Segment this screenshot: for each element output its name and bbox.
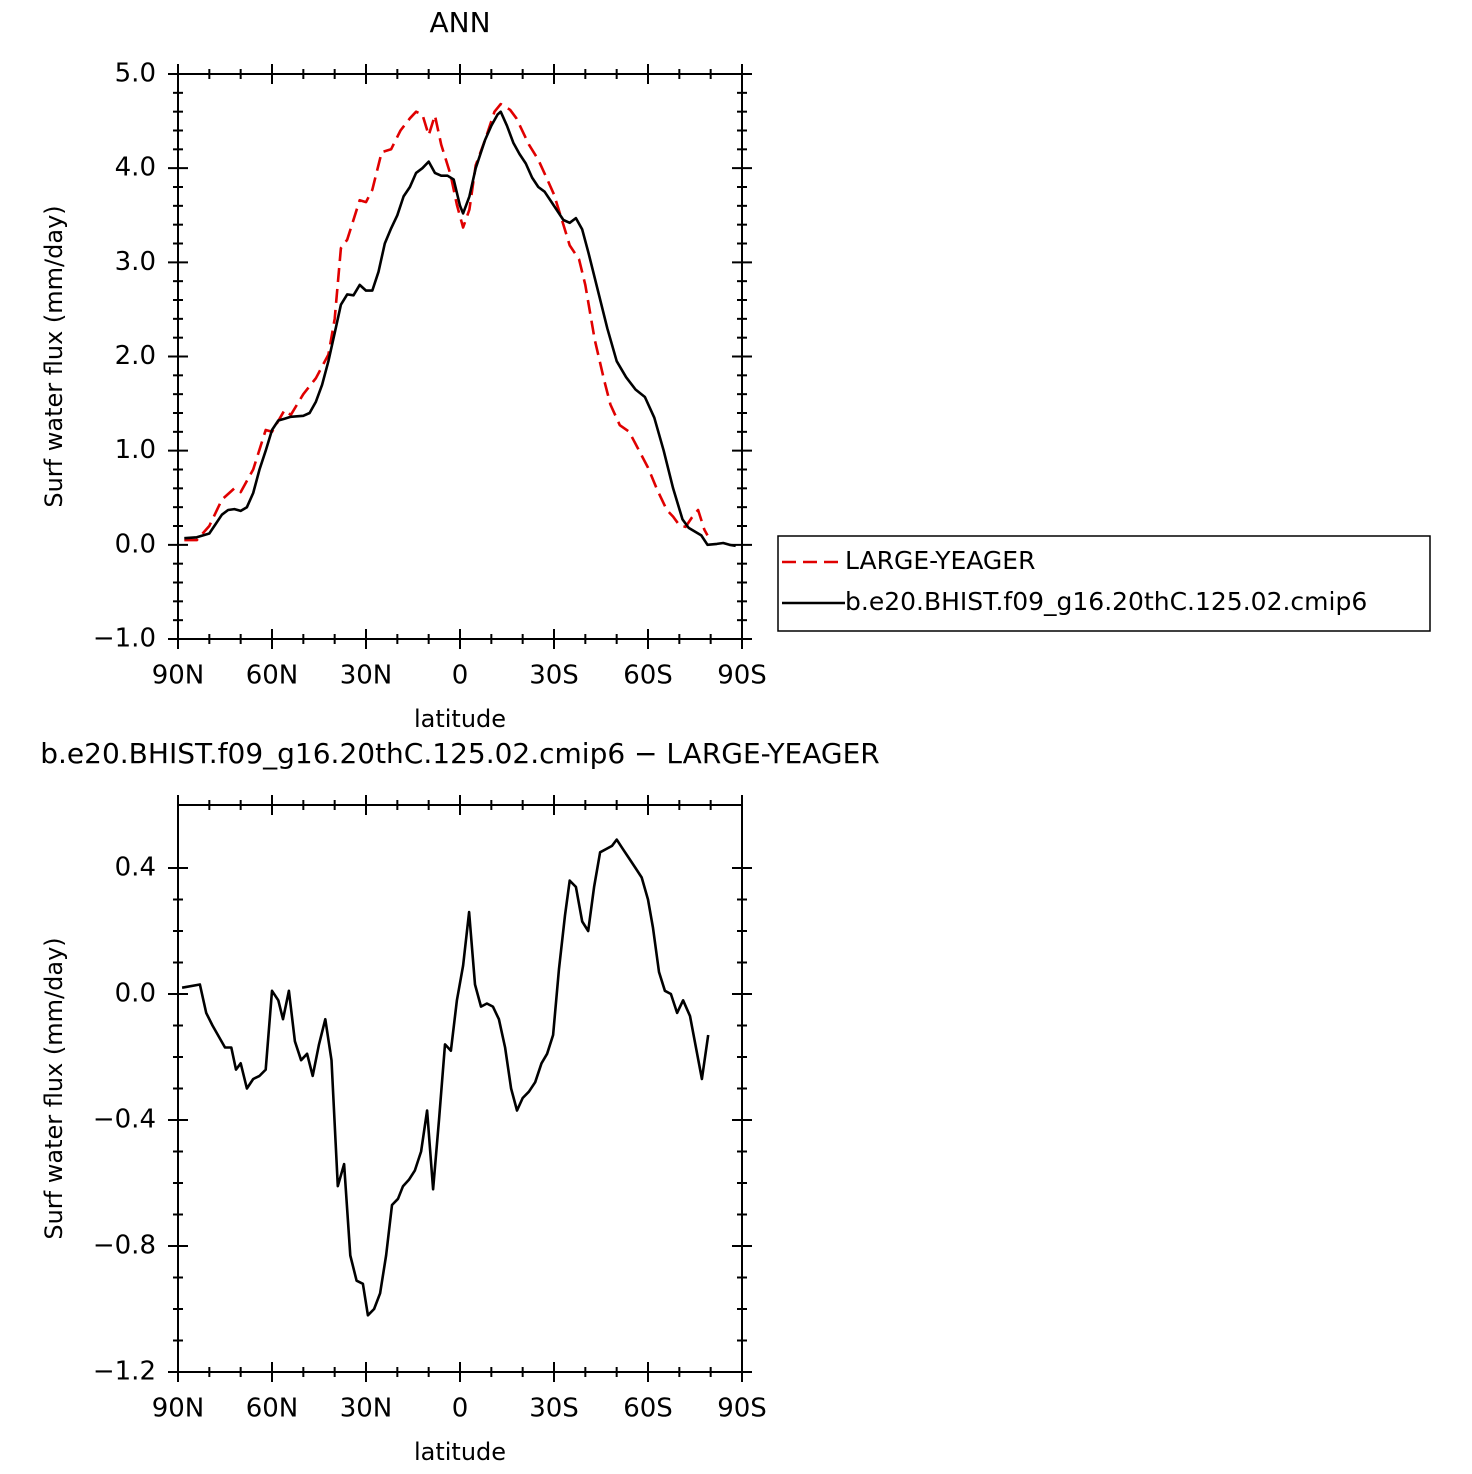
y-tick-label: 0.4 <box>115 853 156 883</box>
x-tick-label: 30S <box>529 661 579 691</box>
data-line <box>184 102 709 542</box>
y-tick-label: 4.0 <box>115 153 156 183</box>
x-tick-label: 60S <box>623 661 673 691</box>
y-axis-label: Surf water flux (mm/day) <box>40 205 68 507</box>
chart-title: ANN <box>429 6 490 39</box>
y-tick-label: 2.0 <box>115 341 156 371</box>
y-tick-label: 1.0 <box>115 435 156 465</box>
x-tick-label: 0 <box>452 1394 469 1424</box>
data-line <box>184 110 736 548</box>
legend: LARGE-YEAGER b.e20.BHIST.f09_g16.20thC.12… <box>777 535 1431 632</box>
legend-box <box>777 535 1431 632</box>
y-tick-label: 0.0 <box>115 979 156 1009</box>
y-tick-label: −0.8 <box>93 1231 156 1261</box>
y-tick-label: 3.0 <box>115 247 156 277</box>
x-axis-label: latitude <box>414 1438 506 1466</box>
data-line <box>181 838 710 1317</box>
plot-frame <box>177 804 743 1373</box>
y-tick-label: −1.0 <box>93 624 156 654</box>
x-tick-label: 30N <box>340 661 393 691</box>
x-tick-label: 30N <box>340 1394 393 1424</box>
chart-title: b.e20.BHIST.f09_g16.20thC.125.02.cmip6 −… <box>40 737 880 770</box>
x-tick-label: 90N <box>152 661 205 691</box>
x-tick-label: 60N <box>246 1394 299 1424</box>
plot-frame <box>177 73 743 640</box>
x-tick-label: 60S <box>623 1394 673 1424</box>
x-tick-label: 60N <box>246 661 299 691</box>
x-tick-label: 90S <box>717 1394 767 1424</box>
y-axis-label: Surf water flux (mm/day) <box>40 937 68 1239</box>
legend-label: LARGE-YEAGER <box>845 546 1035 575</box>
x-tick-label: 90S <box>717 661 767 691</box>
legend-label: b.e20.BHIST.f09_g16.20thC.125.02.cmip6 <box>845 587 1367 616</box>
x-tick-label: 90N <box>152 1394 205 1424</box>
x-tick-label: 0 <box>452 661 469 691</box>
y-tick-label: −1.2 <box>93 1357 156 1387</box>
y-tick-label: 0.0 <box>115 529 156 559</box>
y-tick-label: 5.0 <box>115 59 156 89</box>
x-tick-label: 30S <box>529 1394 579 1424</box>
x-axis-label: latitude <box>414 705 506 733</box>
y-tick-label: −0.4 <box>93 1105 156 1135</box>
